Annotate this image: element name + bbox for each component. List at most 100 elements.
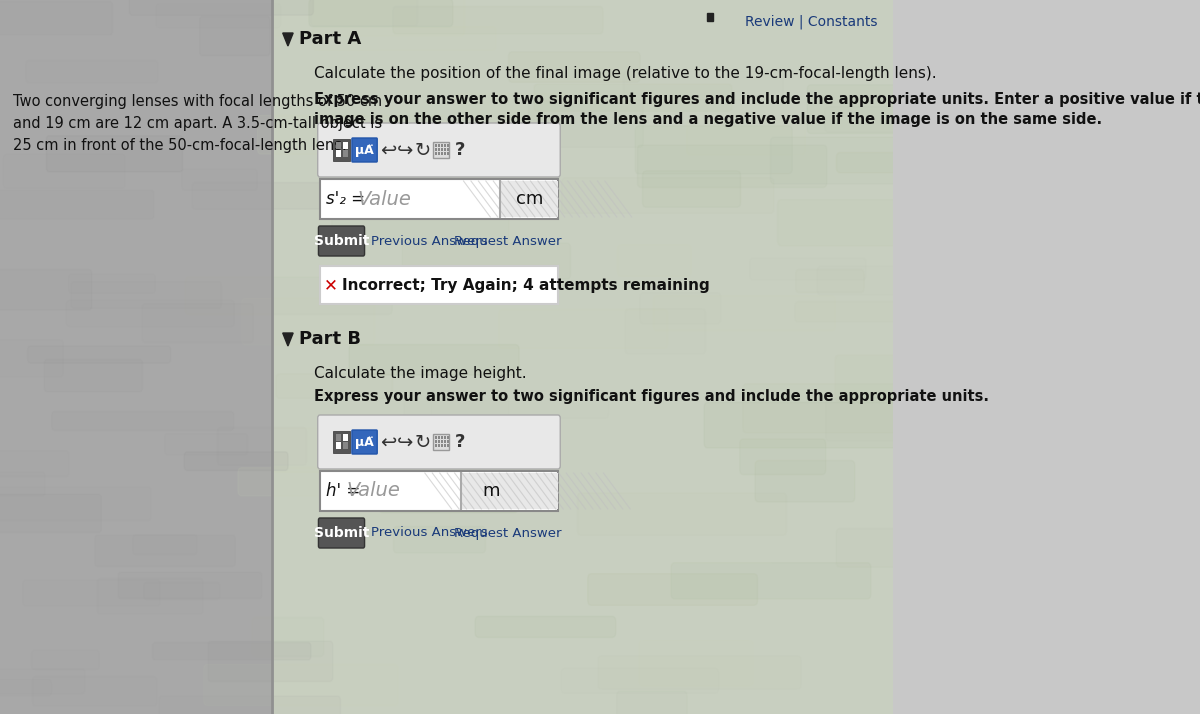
FancyBboxPatch shape [160, 696, 341, 714]
Text: m: m [482, 482, 500, 500]
Text: ↩: ↩ [380, 433, 396, 451]
Text: h' =: h' = [326, 482, 360, 500]
Text: Request Answer: Request Answer [454, 526, 562, 540]
Bar [448, 440, 449, 443]
FancyBboxPatch shape [654, 296, 835, 331]
FancyBboxPatch shape [475, 616, 616, 638]
Bar [448, 436, 449, 439]
Text: Express your answer to two significant figures and include the appropriate units: Express your answer to two significant f… [314, 92, 1200, 107]
FancyBboxPatch shape [836, 153, 932, 173]
FancyBboxPatch shape [534, 84, 732, 111]
Text: Submit: Submit [314, 526, 370, 540]
FancyBboxPatch shape [130, 0, 313, 15]
Bar [438, 148, 440, 151]
FancyBboxPatch shape [47, 136, 182, 172]
Text: Previous Answers: Previous Answers [371, 526, 487, 540]
Bar [320, 266, 558, 304]
Bar [433, 434, 449, 450]
Text: Calculate the image height.: Calculate the image height. [314, 366, 527, 381]
FancyBboxPatch shape [704, 403, 904, 448]
Bar [336, 434, 341, 441]
Bar [436, 144, 438, 147]
Text: Value: Value [358, 189, 412, 208]
FancyBboxPatch shape [743, 384, 954, 433]
FancyBboxPatch shape [352, 430, 377, 454]
FancyBboxPatch shape [308, 0, 452, 26]
Bar [336, 142, 341, 149]
FancyBboxPatch shape [796, 269, 864, 293]
FancyBboxPatch shape [740, 439, 826, 475]
Bar [436, 440, 438, 443]
Bar [442, 440, 444, 443]
Text: image is on the other side from the lens and a negative value if the image is on: image is on the other side from the lens… [314, 112, 1102, 127]
Bar [444, 152, 446, 155]
FancyBboxPatch shape [152, 643, 311, 660]
Text: ↪: ↪ [397, 433, 414, 451]
FancyBboxPatch shape [118, 573, 262, 598]
FancyBboxPatch shape [457, 7, 606, 39]
Text: ↩: ↩ [380, 141, 396, 159]
Bar [343, 150, 348, 157]
FancyBboxPatch shape [618, 245, 691, 276]
Bar [436, 148, 438, 151]
FancyBboxPatch shape [28, 346, 170, 363]
Bar [436, 152, 438, 155]
Bar [442, 444, 444, 447]
FancyBboxPatch shape [499, 310, 667, 348]
FancyBboxPatch shape [359, 472, 552, 496]
FancyBboxPatch shape [0, 1, 113, 35]
Bar [438, 440, 440, 443]
Text: ✕: ✕ [324, 276, 338, 294]
Bar [433, 142, 449, 158]
Bar [438, 436, 440, 439]
FancyBboxPatch shape [637, 145, 827, 187]
FancyBboxPatch shape [770, 137, 977, 184]
FancyBboxPatch shape [577, 493, 786, 536]
Text: Previous Answers: Previous Answers [371, 234, 487, 248]
Text: Express your answer to two significant figures and include the appropriate units: Express your answer to two significant f… [314, 389, 989, 404]
FancyBboxPatch shape [394, 526, 486, 553]
Bar [436, 444, 438, 447]
FancyBboxPatch shape [835, 355, 943, 402]
Bar [343, 442, 348, 449]
Text: ↻: ↻ [414, 141, 431, 159]
FancyBboxPatch shape [318, 123, 560, 177]
FancyBboxPatch shape [238, 468, 362, 496]
FancyBboxPatch shape [402, 243, 570, 279]
Bar [436, 436, 438, 439]
Text: Part A: Part A [299, 30, 361, 48]
Text: Incorrect; Try Again; 4 attempts remaining: Incorrect; Try Again; 4 attempts remaini… [342, 278, 710, 293]
Bar [444, 440, 446, 443]
FancyBboxPatch shape [642, 171, 740, 207]
FancyBboxPatch shape [635, 126, 792, 174]
Bar [442, 144, 444, 147]
Bar [343, 434, 348, 441]
FancyBboxPatch shape [185, 452, 288, 471]
FancyBboxPatch shape [0, 270, 91, 310]
Bar [442, 148, 444, 151]
FancyBboxPatch shape [778, 200, 970, 246]
Bar [707, 13, 713, 21]
Text: ↪: ↪ [397, 141, 414, 159]
FancyBboxPatch shape [318, 518, 365, 548]
FancyBboxPatch shape [204, 664, 398, 705]
Bar [448, 444, 449, 447]
FancyBboxPatch shape [686, 121, 805, 155]
Text: ?: ? [455, 433, 464, 451]
FancyBboxPatch shape [271, 428, 374, 472]
FancyBboxPatch shape [352, 138, 377, 162]
Text: μÄ: μÄ [355, 436, 374, 448]
FancyBboxPatch shape [379, 479, 518, 513]
FancyBboxPatch shape [509, 52, 640, 82]
FancyBboxPatch shape [700, 423, 780, 467]
FancyBboxPatch shape [808, 85, 926, 134]
Bar [438, 144, 440, 147]
Text: Part B: Part B [299, 330, 361, 348]
Bar [444, 144, 446, 147]
Bar [334, 139, 349, 161]
FancyBboxPatch shape [588, 574, 757, 605]
Polygon shape [283, 333, 293, 346]
Text: cm: cm [516, 190, 544, 208]
Bar [334, 431, 349, 453]
Bar [444, 436, 446, 439]
